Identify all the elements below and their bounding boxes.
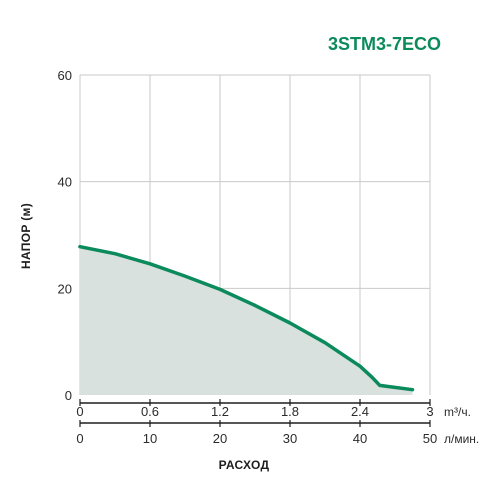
y-tick-label: 20 xyxy=(58,281,72,296)
x-primary-tick-label: 0.6 xyxy=(141,404,159,419)
x-secondary-tick-label: 10 xyxy=(143,431,157,446)
x-secondary-unit: л/мин. xyxy=(444,432,479,446)
x-secondary-tick-label: 50 xyxy=(423,431,437,446)
y-tick-label: 60 xyxy=(58,68,72,83)
x-primary-tick-label: 2.4 xyxy=(351,404,369,419)
y-axis-label: НАПОР (м) xyxy=(19,203,33,269)
x-axes: 0 0.6 1.2 1.8 2.4 30 10 20 30 40 50 xyxy=(76,399,437,446)
x-secondary-tick-label: 30 xyxy=(283,431,297,446)
x-secondary-tick-label: 20 xyxy=(213,431,227,446)
y-tick-label: 40 xyxy=(58,175,72,190)
curve-area-layer xyxy=(78,244,415,395)
x-primary-tick-label: 1.8 xyxy=(281,404,299,419)
x-axis-label: РАСХОД xyxy=(219,458,270,472)
x-primary-tick-label: 1.2 xyxy=(211,404,229,419)
x-primary-tick-label: 0 xyxy=(76,404,83,419)
curve-fill-area xyxy=(80,246,413,395)
y-tick-label: 0 xyxy=(65,388,72,403)
x-primary-tick-label: 3 xyxy=(426,404,433,419)
x-secondary-tick-label: 40 xyxy=(353,431,367,446)
head-curve-line xyxy=(78,244,415,392)
chart-title: 3STM3-7ECO xyxy=(328,34,441,54)
x-primary-unit: m³/ч. xyxy=(444,405,471,419)
x-secondary-tick-label: 0 xyxy=(76,431,83,446)
y-tick-labels: 0 20 40 60 xyxy=(58,68,72,403)
